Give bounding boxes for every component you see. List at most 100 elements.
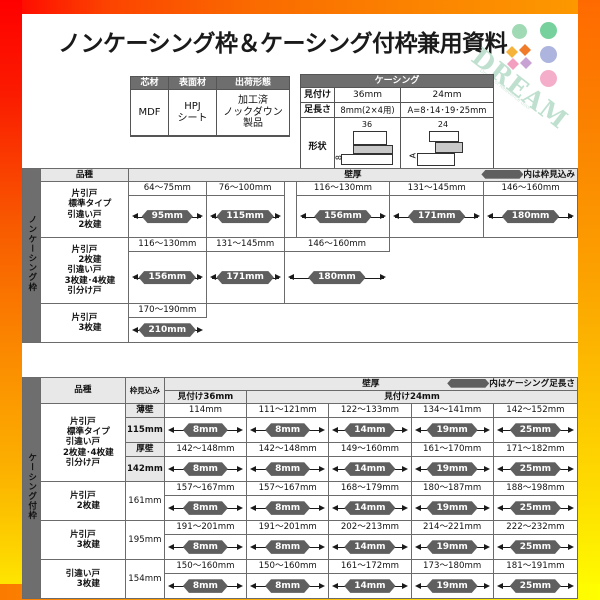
range-D-1: 150～160mm	[246, 559, 330, 574]
left-gradient-bar	[0, 0, 22, 600]
right-gradient-bar	[578, 0, 600, 600]
range-D-2: 161～172mm	[328, 559, 412, 574]
cell-surface-value: HPJ シート	[168, 89, 217, 137]
cell-ashinagasa-24: A=8･14･19･25mm	[400, 102, 494, 119]
col-header-wall-2: 壁厚 内はケーシング足長さ	[163, 377, 579, 391]
range-A2-2: 149～160mm	[328, 442, 412, 457]
table-row: 片引戸 標準タイプ 引違い戸 2枚建･4枚建 引分け戸 薄壁 114mm 111～121…	[23, 403, 579, 482]
table-row: 片引戸 3枚建 170～190mm	[23, 303, 579, 343]
depth-label-A1: 薄壁	[124, 403, 165, 418]
range-C-4: 222～232mm	[492, 520, 579, 535]
range-D-0: 150～160mm	[163, 559, 248, 574]
table-row: 形状 36 8 24 A	[300, 117, 494, 177]
sub-header-36: 見付け36mm	[163, 390, 248, 404]
range-B-2: 168～179mm	[328, 481, 412, 496]
range-2-0: 116～130mm	[127, 237, 207, 252]
empty-area-3	[205, 303, 579, 343]
row-label-ashinagasa: 足長さ	[300, 102, 335, 119]
meas-2-0: 156mm	[127, 251, 207, 304]
meas-D-1: 8mm	[246, 573, 330, 599]
sub-header-24: 見付け24mm	[246, 390, 578, 404]
depth-label-A2: 厚壁	[124, 442, 165, 457]
meas-A1-0: 8mm	[163, 417, 248, 443]
range-A1-1: 111～121mm	[246, 403, 330, 418]
table-row: 引違い戸 3枚建 154mm 150～160mm 150～160mm 161～17…	[23, 559, 579, 599]
range-3-0: 170～190mm	[127, 303, 207, 318]
document-sheet: ノンケーシング枠＆ケーシング付枠兼用資料 DREAM Dream of Resi…	[22, 14, 579, 599]
meas-B-0: 8mm	[163, 495, 248, 521]
meas-3-0: 210mm	[127, 317, 207, 343]
legend-note-1: 内は枠見込み	[481, 169, 575, 180]
table-row: 片引戸 2枚建 161mm 157～167mm 157～167mm 168～179…	[23, 481, 579, 521]
table-row: 片引戸 3枚建 195mm 191～201mm 191～201mm 202～213…	[23, 520, 579, 560]
meas-1-1: 115mm	[205, 195, 285, 238]
depth-value-D: 154mm	[124, 559, 165, 599]
table-row: 足長さ 8mm(2×4用) A=8･14･19･25mm	[300, 102, 494, 119]
logo-petals-icon	[506, 44, 536, 74]
range-A1-4: 142～152mm	[492, 403, 579, 418]
range-C-3: 214～221mm	[410, 520, 494, 535]
col-header-shipping: 出荷形態	[216, 75, 290, 91]
meas-B-4: 25mm	[492, 495, 579, 521]
meas-A1-4: 25mm	[492, 417, 579, 443]
shape-diagram-24: 24 A	[400, 117, 494, 177]
depth-value-A2: 142mm	[124, 456, 165, 482]
table-row: ケーシング付枠 品種 枠見込み 壁厚 内はケーシング足長さ	[22, 377, 579, 599]
meas-C-0: 8mm	[163, 534, 248, 560]
table-row: ケーシング	[300, 73, 494, 89]
depth-value-A1: 115mm	[124, 417, 165, 443]
legend-note-2: 内はケーシング足長さ	[447, 378, 575, 389]
vertical-label-casing: ケーシング付枠	[22, 377, 41, 599]
meas-A2-0: 8mm	[163, 456, 248, 482]
col-header-wall-1: 壁厚 内は枠見込み	[127, 168, 579, 182]
casing-title: ケーシング	[300, 73, 494, 89]
kind-cell-1: 片引戸 標準タイプ 引違い戸 2枚建	[39, 181, 129, 238]
shape-dim-side-24: A	[408, 152, 418, 159]
gap-column-1	[283, 181, 297, 238]
range-B-1: 157～167mm	[246, 481, 330, 496]
casing-frame-table: ケーシング付枠 品種 枠見込み 壁厚 内はケーシング足長さ 見付け36mm 見付…	[22, 377, 579, 599]
table-row: 見付け 36mm 24mm	[300, 87, 494, 104]
meas-A1-2: 14mm	[328, 417, 412, 443]
meas-C-4: 25mm	[492, 534, 579, 560]
meas-A2-2: 14mm	[328, 456, 412, 482]
range-A1-3: 134～141mm	[410, 403, 494, 418]
table-row: 210mm	[23, 317, 578, 343]
col-header-kind-1: 品種	[39, 168, 129, 182]
depth-value-B: 161mm	[124, 481, 165, 521]
empty-area-2b	[483, 237, 578, 304]
col-header-kind-2: 品種	[39, 377, 126, 404]
meas-A2-3: 19mm	[410, 456, 494, 482]
range-C-2: 202～213mm	[328, 520, 412, 535]
meas-C-1: 8mm	[246, 534, 330, 560]
table-row: 115mm 8mm 8mm 14mm 19mm 25mm	[23, 417, 579, 443]
table-row: 156mm 171mm 180mm	[23, 251, 578, 304]
table-row: 片引戸 2枚建 引違い戸 3枚建･4枚建 引分け戸 116～130mm 131～145m…	[23, 237, 578, 304]
meas-1-0: 95mm	[127, 195, 207, 238]
material-spec-table: 芯材 表面材 出荷形態 MDF HPJ シート 加工済 ノックダウン 製品	[130, 75, 290, 137]
range-1-1: 76～100mm	[205, 181, 285, 196]
meas-1-5: 180mm	[483, 195, 578, 238]
meas-A1-1: 8mm	[246, 417, 330, 443]
range-A2-1: 142～148mm	[246, 442, 330, 457]
meas-B-2: 14mm	[328, 495, 412, 521]
kind-cell-B: 片引戸 2枚建	[39, 481, 126, 521]
range-1-5: 146～160mm	[483, 181, 578, 196]
range-1-4: 131～145mm	[389, 181, 485, 196]
non-casing-frame-table: ノンケーシング枠 品種 壁厚 内は枠見込み 片引戸 標準タイプ 引違い戸 2枚建 64…	[22, 168, 579, 343]
range-A1-0: 114mm	[163, 403, 248, 418]
meas-1-3: 156mm	[295, 195, 391, 238]
meas-C-2: 14mm	[328, 534, 412, 560]
logo-dot-pink	[540, 70, 557, 87]
cell-shipping-value: 加工済 ノックダウン 製品	[216, 89, 290, 137]
range-D-3: 173～180mm	[410, 559, 494, 574]
meas-A2-1: 8mm	[246, 456, 330, 482]
kind-cell-A: 片引戸 標準タイプ 引違い戸 2枚建･4枚建 引分け戸	[39, 403, 126, 482]
meas-D-0: 8mm	[163, 573, 248, 599]
kind-cell-2: 片引戸 2枚建 引違い戸 3枚建･4枚建 引分け戸	[39, 237, 129, 304]
table-row: ノンケーシング枠 品種 壁厚 内は枠見込み	[22, 168, 579, 343]
col-header-surface: 表面材	[168, 75, 217, 91]
kind-cell-D: 引違い戸 3枚建	[39, 559, 126, 599]
col-header-core: 芯材	[130, 75, 169, 91]
